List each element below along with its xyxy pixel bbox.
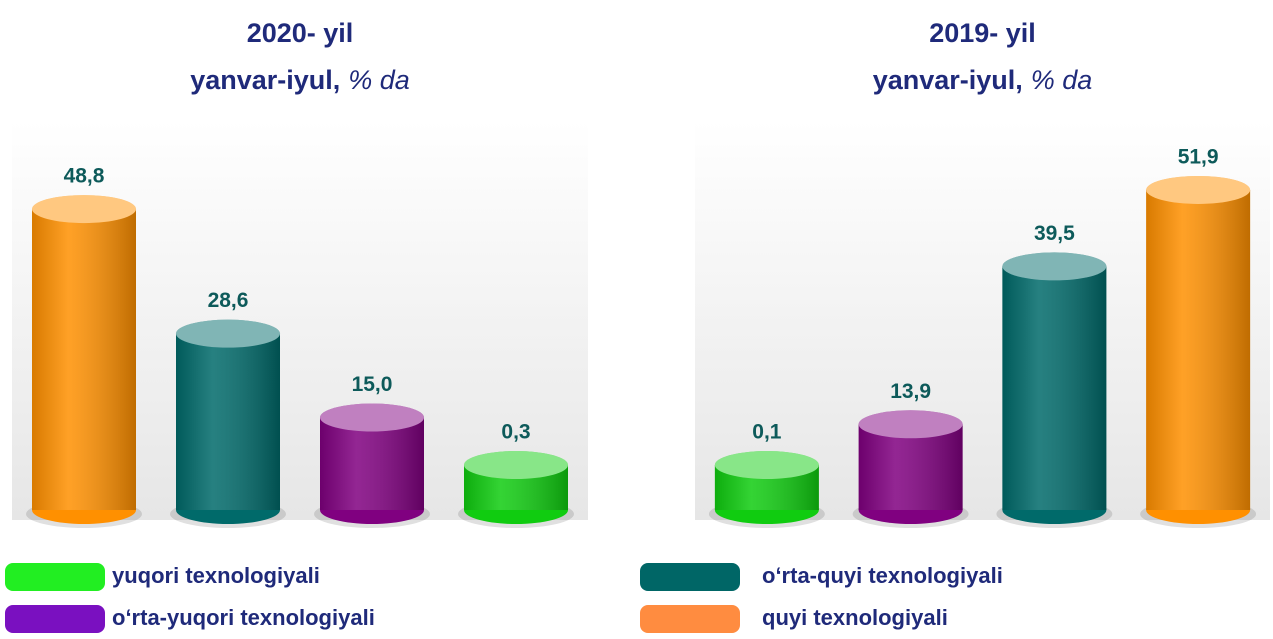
bar-top-light — [464, 451, 568, 479]
chart-title: 2020- yil — [247, 18, 354, 48]
legend-swatch — [5, 605, 105, 633]
subtitle-text: yanvar-iyul, — [873, 65, 1023, 95]
bar-top-light — [1002, 252, 1107, 281]
chart-subtitle: yanvar-iyul, % da — [190, 65, 410, 95]
legend-label: o‘rta-yuqori texnologiyali — [112, 605, 375, 630]
legend-swatch — [640, 605, 740, 633]
value-label: 39,5 — [1034, 222, 1075, 245]
bar — [996, 252, 1113, 528]
chart-title: 2019- yil — [929, 18, 1036, 48]
bar-top-light — [714, 451, 819, 479]
bar-shade — [320, 417, 424, 510]
bar-shade — [1002, 266, 1107, 510]
legend-swatch — [5, 563, 105, 591]
bar — [1140, 175, 1257, 528]
subtitle-text: yanvar-iyul, — [190, 65, 340, 95]
bar — [314, 403, 430, 528]
bar-top-light — [858, 410, 963, 439]
legend-swatch — [640, 563, 740, 591]
value-label: 13,9 — [890, 380, 931, 403]
legend-label: o‘rta-quyi texnologiyali — [762, 563, 1003, 588]
bar — [458, 451, 574, 528]
value-label: 28,6 — [208, 289, 249, 312]
bar — [708, 451, 825, 528]
bar — [26, 195, 142, 528]
bar — [170, 319, 286, 528]
legend-label: yuqori texnologiyali — [112, 563, 320, 588]
unit: % da — [348, 65, 410, 95]
unit: % da — [1031, 65, 1093, 95]
bar-shade — [176, 333, 280, 510]
value-label: 0,3 — [501, 421, 530, 444]
value-label: 51,9 — [1178, 145, 1219, 168]
bar-shade — [1146, 189, 1251, 510]
chart-subtitle: yanvar-iyul, % da — [873, 65, 1093, 95]
bar-top-light — [176, 319, 280, 348]
legend-label: quyi texnologiyali — [762, 605, 948, 630]
bar-shade — [858, 424, 963, 510]
value-label: 0,1 — [752, 421, 782, 444]
value-label: 15,0 — [352, 373, 393, 396]
bar-top-light — [320, 403, 424, 432]
bar — [852, 410, 969, 528]
bar-shade — [32, 209, 136, 511]
value-label: 48,8 — [64, 165, 105, 188]
bar-top-light — [1146, 175, 1251, 204]
bar-top-light — [32, 195, 136, 224]
